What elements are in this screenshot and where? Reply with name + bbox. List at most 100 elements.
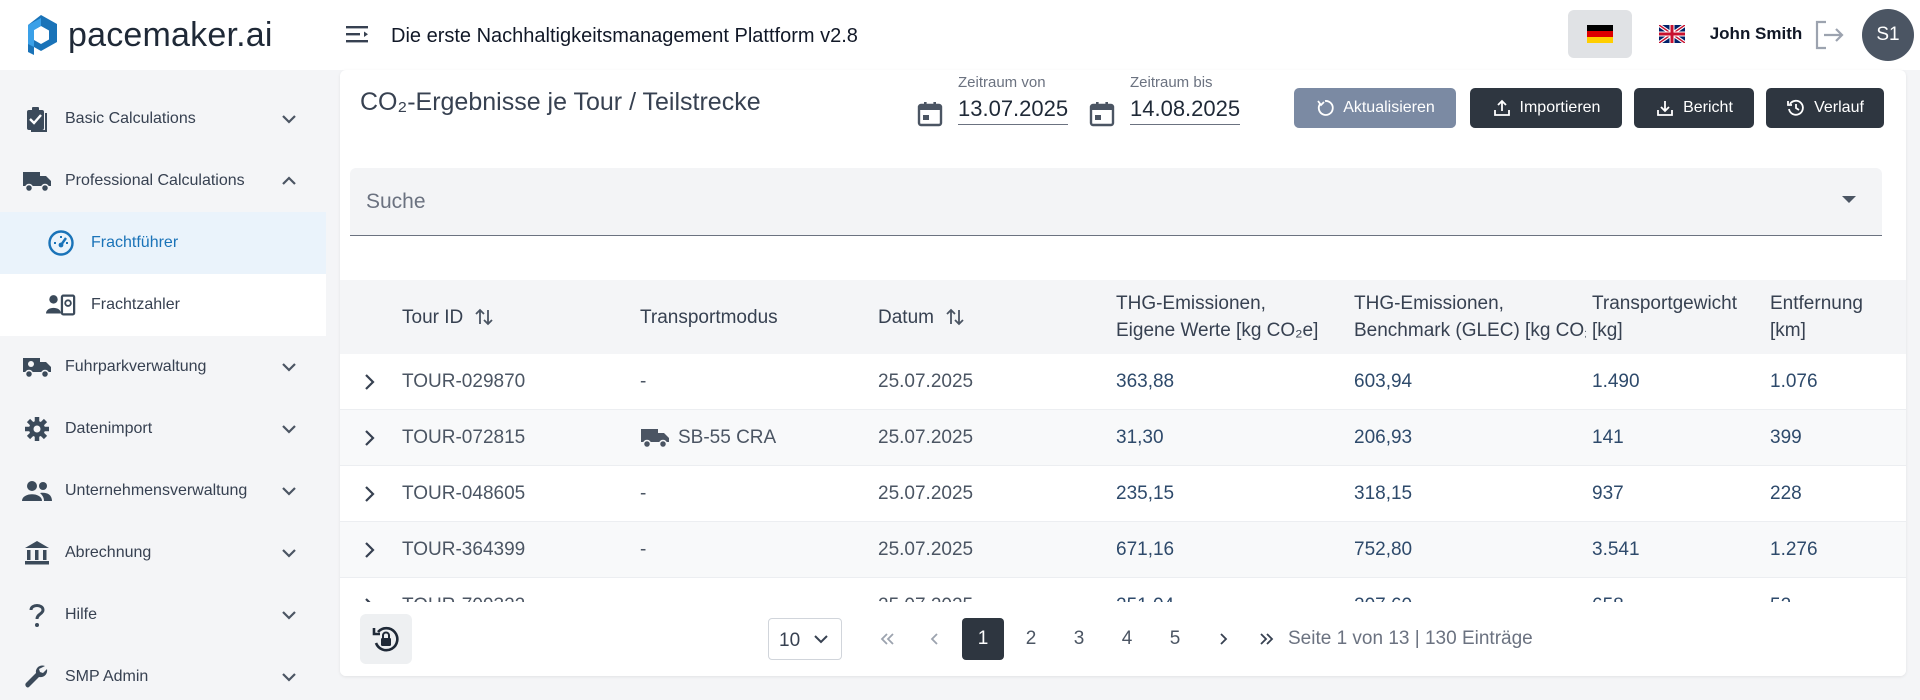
language-en-button[interactable] bbox=[1648, 10, 1696, 58]
date-to-label: Zeitraum bis bbox=[1130, 74, 1213, 91]
cell-date: 25.07.2025 bbox=[878, 371, 974, 392]
column-header-label: Datum bbox=[878, 306, 934, 328]
sidebar-item-abrechnung[interactable]: Abrechnung bbox=[0, 522, 326, 584]
column-header-label: Transportgewicht bbox=[1592, 293, 1738, 314]
column-header-label: Eigene Werte [kg CO₂e] bbox=[1116, 320, 1319, 341]
cell-weight: 1.490 bbox=[1592, 371, 1640, 392]
lock-reset-icon bbox=[372, 626, 399, 652]
logout-icon[interactable] bbox=[1812, 18, 1846, 52]
column-header-mode[interactable]: Transportmodus bbox=[640, 280, 778, 354]
reset-lock-button[interactable] bbox=[360, 614, 412, 664]
column-header-weight[interactable]: Transportgewicht [kg] bbox=[1592, 280, 1762, 354]
language-de-button[interactable] bbox=[1568, 10, 1632, 58]
app-title: Die erste Nachhaltigkeitsmanagement Plat… bbox=[391, 25, 858, 47]
download-icon bbox=[1657, 101, 1673, 116]
column-header-date[interactable]: Datum bbox=[878, 280, 966, 354]
sidebar-item-fuhrparkverwaltung[interactable]: Fuhrparkverwaltung bbox=[0, 336, 326, 398]
sidebar-item-unternehmensverwaltung[interactable]: Unternehmensverwaltung bbox=[0, 460, 326, 522]
page-button-4[interactable]: 4 bbox=[1121, 628, 1133, 649]
table-row[interactable]: TOUR-364399 - 25.07.2025 671,16 752,80 3… bbox=[340, 522, 1906, 578]
sidebar-item-frachtfuehrer[interactable]: Frachtführer bbox=[0, 212, 326, 274]
chevron-down-icon bbox=[814, 635, 828, 644]
sidebar-item-basic-calculations[interactable]: Basic Calculations bbox=[0, 88, 326, 150]
pacemaker-logo-icon bbox=[28, 15, 57, 55]
sidebar-item-datenimport[interactable]: Datenimport bbox=[0, 398, 326, 460]
report-button[interactable]: Bericht bbox=[1634, 88, 1754, 128]
cell-own-emissions: 235,15 bbox=[1116, 483, 1175, 504]
chevron-down-icon bbox=[282, 115, 296, 124]
sidebar-item-label: Fuhrparkverwaltung bbox=[65, 358, 207, 375]
cell-weight: 141 bbox=[1592, 427, 1624, 448]
chevron-right-icon bbox=[1220, 633, 1228, 645]
menu-toggle-icon[interactable] bbox=[344, 22, 372, 48]
chevron-down-icon bbox=[282, 425, 296, 434]
sidebar-item-label: SMP Admin bbox=[65, 668, 149, 685]
chevron-down-icon bbox=[282, 363, 296, 372]
cell-own-emissions: 363,88 bbox=[1116, 371, 1175, 392]
column-header-distance[interactable]: Entfernung [km] bbox=[1770, 280, 1900, 354]
avatar[interactable]: S1 bbox=[1862, 9, 1914, 61]
page-button-1[interactable]: 1 bbox=[962, 618, 1004, 660]
chevron-down-icon bbox=[282, 611, 296, 620]
cell-mode: SB-55 CRA bbox=[640, 410, 776, 466]
chevron-down-icon bbox=[282, 673, 296, 682]
column-header-benchmark-emissions[interactable]: THG-Emissionen, Benchmark (GLEC) [kg CO₂e… bbox=[1354, 280, 1586, 354]
user-name: John Smith bbox=[1709, 24, 1803, 43]
sidebar-item-smp-admin[interactable]: SMP Admin bbox=[0, 646, 326, 700]
page-button-3[interactable]: 3 bbox=[1073, 628, 1085, 649]
chevron-up-icon bbox=[282, 176, 296, 185]
first-page-button[interactable] bbox=[866, 618, 908, 660]
last-page-button[interactable] bbox=[1246, 618, 1288, 660]
report-label: Bericht bbox=[1683, 99, 1733, 116]
sidebar-item-frachtzahler[interactable]: Frachtzahler bbox=[0, 274, 326, 336]
sidebar-item-label: Frachtzahler bbox=[91, 296, 180, 313]
chevron-right-icon[interactable] bbox=[356, 368, 384, 396]
logo[interactable]: pacemaker.ai bbox=[24, 14, 273, 56]
search-input[interactable]: Suche bbox=[350, 168, 1882, 236]
dropdown-caret-icon[interactable] bbox=[1842, 196, 1856, 203]
cell-tour-id: TOUR-029870 bbox=[402, 371, 526, 392]
date-from-input[interactable]: 13.07.2025 bbox=[958, 96, 1068, 125]
search-placeholder: Suche bbox=[366, 190, 426, 213]
brand-name: pacemaker.ai bbox=[68, 16, 273, 54]
double-chevron-left-icon bbox=[880, 633, 894, 645]
cell-own-emissions: 671,16 bbox=[1116, 539, 1175, 560]
cell-tour-id: TOUR-364399 bbox=[402, 539, 526, 560]
cell-benchmark-emissions: 206,93 bbox=[1354, 427, 1413, 448]
chevron-right-icon[interactable] bbox=[356, 536, 384, 564]
sidebar-item-professional-calculations[interactable]: Professional Calculations bbox=[0, 150, 326, 212]
table-row[interactable]: TOUR-072815 SB-55 CRA 25.07.2025 31,30 2… bbox=[340, 410, 1906, 466]
chevron-right-icon[interactable] bbox=[356, 424, 384, 452]
gear-icon bbox=[22, 414, 52, 444]
column-header-label: [km] bbox=[1770, 320, 1806, 341]
page-button-5[interactable]: 5 bbox=[1169, 628, 1181, 649]
table-row[interactable]: TOUR-048605 - 25.07.2025 235,15 318,15 9… bbox=[340, 466, 1906, 522]
next-page-button[interactable] bbox=[1202, 618, 1244, 660]
column-header-label: Entfernung bbox=[1770, 293, 1863, 314]
page-button-2[interactable]: 2 bbox=[1025, 628, 1037, 649]
history-icon bbox=[1787, 99, 1804, 116]
column-header-tour-id[interactable]: Tour ID bbox=[402, 280, 495, 354]
prev-page-button[interactable] bbox=[914, 618, 956, 660]
cell-benchmark-emissions: 603,94 bbox=[1354, 371, 1413, 392]
cell-date: 25.07.2025 bbox=[878, 483, 974, 504]
history-button[interactable]: Verlauf bbox=[1766, 88, 1884, 128]
cell-mode: - bbox=[640, 483, 647, 504]
sidebar-item-label: Unternehmensverwaltung bbox=[65, 482, 248, 499]
sidebar-item-hilfe[interactable]: Hilfe bbox=[0, 584, 326, 646]
sort-icon[interactable] bbox=[944, 306, 966, 328]
rows-per-page-select[interactable]: 10 bbox=[768, 618, 842, 660]
sidebar-item-label: Frachtführer bbox=[91, 234, 179, 251]
rows-per-page-value: 10 bbox=[779, 630, 801, 651]
table-row[interactable]: TOUR-029870 - 25.07.2025 363,88 603,94 1… bbox=[340, 354, 1906, 410]
calendar-icon[interactable] bbox=[1088, 100, 1116, 128]
truck-calc-icon bbox=[22, 166, 52, 196]
import-button[interactable]: Importieren bbox=[1470, 88, 1622, 128]
refresh-button[interactable]: Aktualisieren bbox=[1294, 88, 1456, 128]
column-header-own-emissions[interactable]: THG-Emissionen, Eigene Werte [kg CO₂e] bbox=[1116, 280, 1346, 354]
table-header: Tour ID Transportmodus Datum THG-Emissio… bbox=[340, 280, 1906, 354]
chevron-right-icon[interactable] bbox=[356, 480, 384, 508]
calendar-icon[interactable] bbox=[916, 100, 944, 128]
sort-icon[interactable] bbox=[473, 306, 495, 328]
date-to-input[interactable]: 14.08.2025 bbox=[1130, 96, 1240, 125]
